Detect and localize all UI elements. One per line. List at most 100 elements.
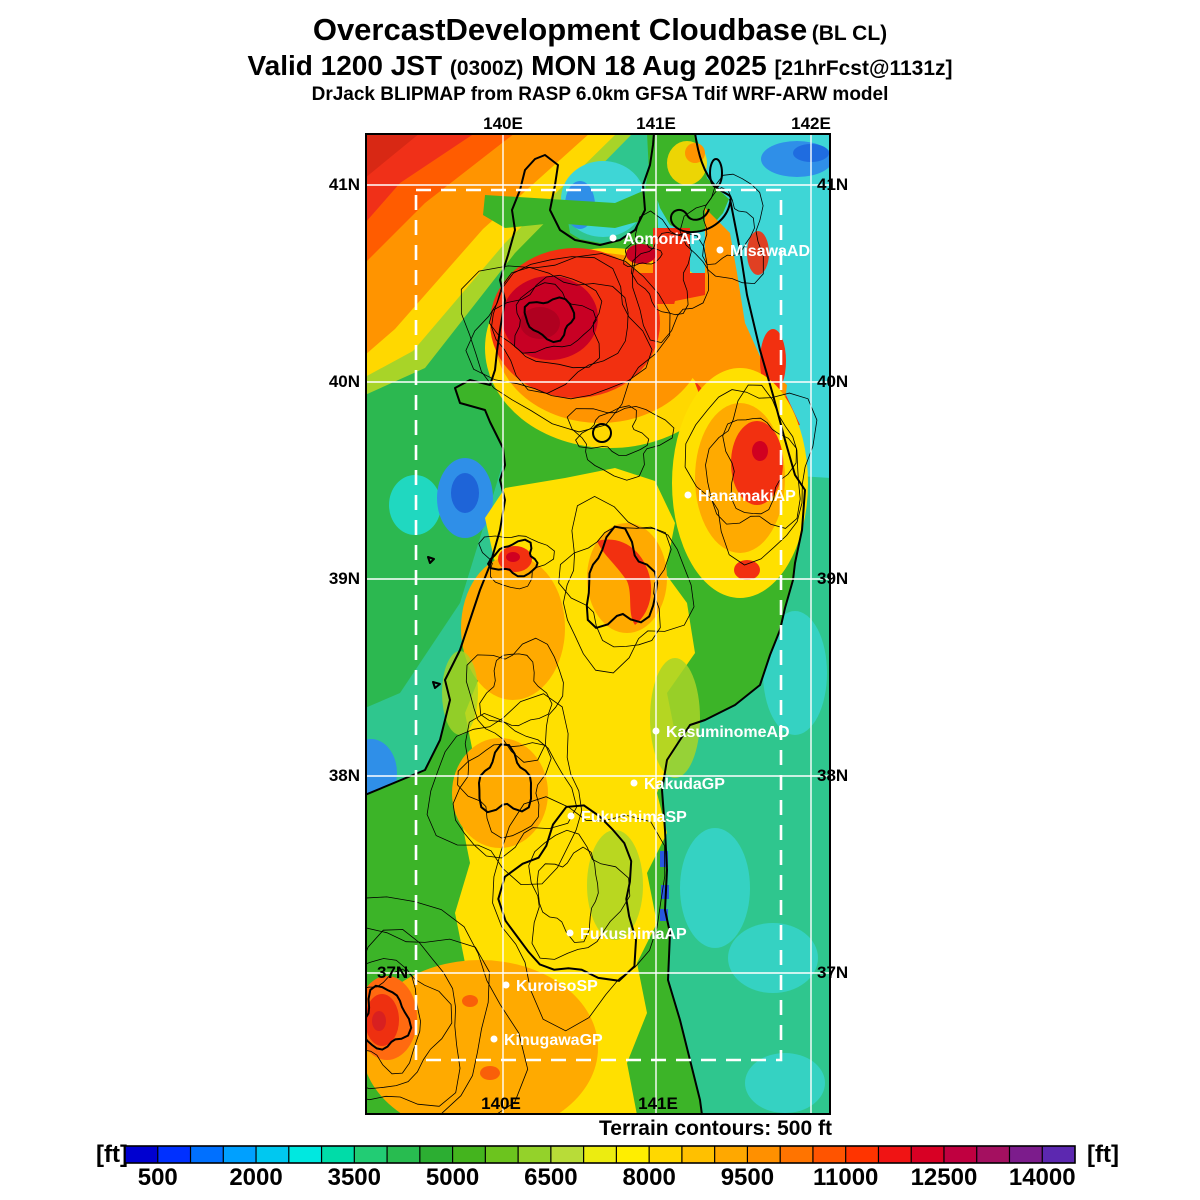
terrain-contour-line: [426, 693, 583, 886]
station-dot-AomoriAP: [609, 234, 617, 242]
lake-ogawara: [709, 158, 723, 188]
lat-label-left-40N: 40N: [328, 372, 360, 391]
aomori-darkred-inner: [520, 307, 560, 339]
terrain-contour-line: [623, 238, 663, 268]
station-dot-KinugawaGP: [490, 1035, 498, 1043]
header: OvercastDevelopment Cloudbase (BL CL) Va…: [0, 12, 1200, 106]
yellowgreen-fringe: [442, 651, 478, 735]
islet: [427, 556, 435, 564]
forecast-map: AomoriAP MisawaAD HanamakiAP KasuminomeAD Ka…: [365, 133, 831, 1115]
coastline: [365, 133, 806, 1115]
lat-label-left-41N: 41N: [328, 175, 360, 194]
lat-label-right-41N: 41N: [817, 175, 849, 194]
lat-label-left-39N: 39N: [328, 569, 360, 588]
terrain-contour-line: [585, 525, 659, 630]
lon-label-bottom-140E: 140E: [481, 1094, 521, 1113]
terrain-contour-line: [562, 495, 695, 674]
colorbar-value-label: 9500: [721, 1164, 774, 1191]
colorbar-segment: [485, 1146, 519, 1163]
hanamaki-red-core: [752, 441, 768, 461]
terrain-contour-line: [491, 266, 629, 394]
colorbar-unit-right: [ft]: [1087, 1141, 1119, 1168]
colorbar-segment: [714, 1146, 748, 1163]
colorbar-segment: [616, 1146, 650, 1163]
colorbar-value-label: 2000: [229, 1164, 282, 1191]
station-label-KinugawaGP: KinugawaGP: [504, 1032, 603, 1049]
terrain-contour-line: [479, 653, 553, 727]
colorbar-legend: [ft] 500 2000 3500 5000 6500 8000 9500 11000 1250…: [78, 1138, 1124, 1196]
terrain-contour-line: [465, 637, 564, 763]
station-label-HanamakiAP: HanamakiAP: [698, 488, 796, 505]
colorbar-segment: [812, 1146, 847, 1163]
colorbar-segment: [780, 1146, 814, 1163]
terrain-contour-line: [365, 984, 413, 1051]
colorbar-segment: [452, 1146, 486, 1163]
colorbar-segment: [550, 1146, 585, 1163]
terrain-contour-line: [630, 231, 692, 316]
station-dot-KakudaGP: [630, 779, 638, 787]
terrain-contour-line: [558, 526, 672, 648]
spine-orange: [461, 556, 565, 700]
sea-cyan-patch: [728, 923, 818, 993]
station-label-FukushimaSP: FukushimaSP: [581, 809, 687, 826]
east-coast-orange: [665, 208, 787, 401]
tsugaru-green-band: [483, 191, 651, 228]
colorbar-segment: [518, 1146, 552, 1163]
terrain-contour-line: [488, 274, 603, 369]
station-dot-HanamakiAP: [684, 491, 692, 499]
colorbar-segment: [649, 1146, 683, 1163]
station-dot-FukushimaAP: [566, 929, 574, 937]
spine-orange: [452, 738, 548, 848]
terrain-contour-line: [460, 253, 671, 433]
lat-label-right-38N: 38N: [817, 766, 849, 785]
sw-bullseye-core: [372, 1011, 386, 1031]
terrain-contour-line: [492, 796, 666, 1032]
colorbar-segment: [256, 1146, 290, 1163]
east-coast-red-streak: [760, 329, 786, 393]
terrain-contour-note: Terrain contours: 500 ft: [599, 1117, 832, 1140]
valid-local-time: Valid 1200 JST: [247, 50, 443, 81]
station-label-KuroisoSP: KuroisoSP: [516, 978, 598, 995]
coast-red-spot: [734, 560, 760, 580]
lat-label-right-37N: 37N: [817, 963, 849, 982]
colorbar-segment: [387, 1146, 421, 1163]
lat-label-inner-37N: 37N: [377, 963, 409, 982]
station-dot-FukushimaSP: [567, 812, 575, 820]
terrain-contour-line: [575, 405, 650, 456]
orange-red-speck: [480, 1066, 500, 1080]
cloudbase-field-map: AomoriAP MisawaAD HanamakiAP KasuminomeAD Ka…: [365, 133, 831, 1115]
terrain-contour-line: [566, 405, 675, 481]
sea-blue-core: [451, 473, 479, 513]
station-label-KasuminomeAD: KasuminomeAD: [666, 724, 790, 741]
terrain-contour-line: [631, 210, 710, 344]
valid-date: MON 18 Aug 2025: [531, 50, 767, 81]
colorbar-value-label: 3500: [328, 1164, 381, 1191]
terrain-contour-line: [497, 804, 638, 982]
colorbar-value-label: 500: [138, 1164, 178, 1191]
station-dot-MisawaAD: [716, 246, 724, 254]
colorbar-value-label: 8000: [622, 1164, 675, 1191]
terrain-contour-line: [365, 896, 529, 1115]
forecast-cycle: [21hrFcst@1131z]: [774, 57, 953, 80]
colorbar-segment: [288, 1146, 323, 1163]
valid-zulu-time: (0300Z): [449, 57, 524, 80]
lon-label-bottom-141E: 141E: [638, 1094, 678, 1113]
sea-cyan-patch: [745, 1053, 825, 1113]
terrain-contour-line: [477, 743, 533, 814]
colorbar-value-label: 5000: [426, 1164, 479, 1191]
colorbar-segment: [1042, 1146, 1076, 1163]
colorbar-segment: [747, 1146, 781, 1163]
terrain-contour-line: [514, 282, 597, 354]
station-markers: AomoriAP MisawaAD HanamakiAP KasuminomeAD Ka…: [490, 231, 810, 1049]
colorbar-segment: [943, 1146, 978, 1163]
inner-domain-boundary: [414, 188, 783, 1062]
colorbar-segment: [419, 1146, 454, 1163]
colorbar-value-label: 12500: [911, 1164, 978, 1191]
lon-label-top-140E: 140E: [483, 114, 523, 133]
sea-cyan-patch: [680, 828, 750, 948]
colorbar-border: [124, 1145, 1076, 1164]
colorbar-value-label: 14000: [1009, 1164, 1076, 1191]
terrain-contour-line: [722, 417, 797, 515]
colorbar-segment: [878, 1146, 912, 1163]
